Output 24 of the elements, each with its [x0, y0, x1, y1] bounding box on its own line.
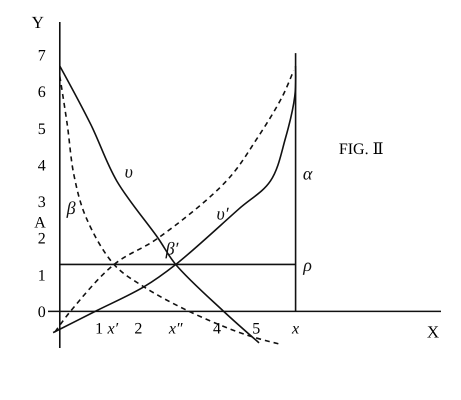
- y-tick-label: 3: [38, 194, 46, 212]
- series-label: α: [302, 163, 313, 184]
- y-tick-label: 7: [38, 48, 46, 65]
- x-tick-label: 5: [252, 320, 260, 338]
- y-tick-label: 4: [38, 157, 46, 174]
- series-label: β: [66, 198, 76, 218]
- y-tick-label: 6: [38, 84, 46, 102]
- series-label: ρ: [302, 254, 312, 275]
- x-axis-title: X: [426, 322, 440, 342]
- x-tick-label: 4: [212, 320, 221, 338]
- y-tick-label: 2: [38, 230, 46, 248]
- x-tick-label: 1: [95, 320, 104, 338]
- y-tick-label: 1: [38, 267, 46, 284]
- x-tick-label: x′: [106, 320, 119, 338]
- y-tick-label: A: [34, 214, 46, 232]
- x-tick-label: x: [291, 320, 300, 338]
- annotation: FIG. Ⅱ: [338, 140, 384, 158]
- x-tick-label: x″: [168, 320, 183, 338]
- series-label: υ′: [216, 203, 230, 224]
- series-label: υ: [124, 161, 133, 182]
- y-tick-label: 0: [38, 304, 46, 321]
- y-tick-label: 5: [38, 120, 46, 138]
- x-tick-label: 2: [134, 320, 142, 338]
- y-axis-title: Y: [32, 13, 44, 32]
